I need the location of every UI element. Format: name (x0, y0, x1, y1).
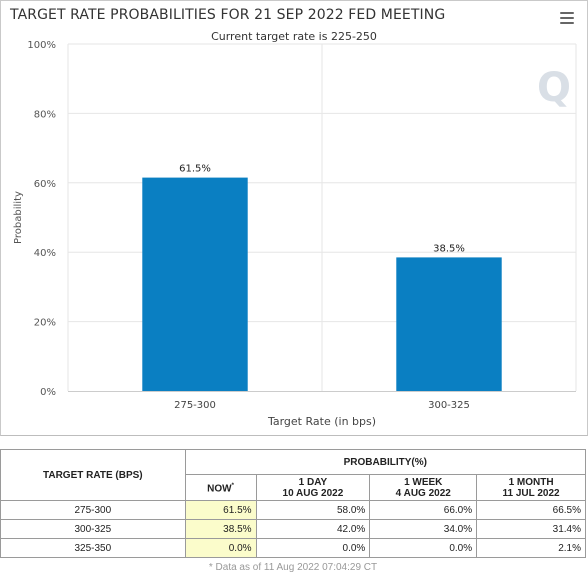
probability-table: TARGET RATE (BPS) PROBABILITY(%) NOW* 1 … (0, 449, 587, 576)
probability-header: PROBABILITY(%) (184, 449, 587, 475)
one-week-header: 1 WEEK 4 AUG 2022 (369, 474, 478, 501)
table-row: 300-325 38.5% 42.0% 34.0% 31.4% (0, 519, 586, 539)
one-week-cell: 66.0% (369, 500, 478, 520)
now-header: NOW* (184, 474, 257, 501)
one-month-cell: 66.5% (476, 500, 586, 520)
y-axis-title: Probability (13, 191, 24, 244)
now-cell: 38.5% (184, 519, 257, 539)
bar-data-label: 61.5% (179, 164, 211, 175)
y-tick-label: 40% (34, 248, 56, 259)
chart-subtitle: Current target rate is 225-250 (211, 30, 377, 43)
y-tick-label: 60% (34, 179, 56, 190)
target-rate-header: TARGET RATE (BPS) (0, 449, 186, 501)
hamburger-menu-icon[interactable] (560, 12, 574, 24)
data-timestamp-note: * Data as of 11 Aug 2022 07:04:29 CT (0, 557, 586, 576)
one-day-cell: 0.0% (255, 538, 371, 558)
one-week-cell: 0.0% (369, 538, 478, 558)
rate-cell: 275-300 (0, 500, 186, 520)
rate-cell: 300-325 (0, 519, 186, 539)
bar-chart: Current target rate is 225-250 0% 20% 40% 60… (13, 30, 577, 428)
one-week-cell: 34.0% (369, 519, 478, 539)
bar-data-label: 38.5% (433, 243, 465, 254)
one-month-cell: 2.1% (476, 538, 586, 558)
one-month-header: 1 MONTH 11 JUL 2022 (476, 474, 586, 501)
chart-title: TARGET RATE PROBABILITIES FOR 21 SEP 202… (10, 7, 446, 23)
y-tick-label: 20% (34, 318, 56, 329)
one-day-header: 1 DAY 10 AUG 2022 (255, 474, 371, 501)
x-tick-label: 300-325 (428, 400, 470, 411)
chart-panel: TARGET RATE PROBABILITIES FOR 21 SEP 202… (0, 0, 588, 436)
x-tick-label: 275-300 (174, 400, 216, 411)
probability-table-container: TARGET RATE (BPS) PROBABILITY(%) NOW* 1 … (0, 449, 588, 576)
now-cell: 61.5% (184, 500, 257, 520)
watermark-logo: Q (537, 65, 571, 111)
y-tick-label: 0% (40, 387, 56, 398)
one-month-cell: 31.4% (476, 519, 586, 539)
y-tick-label: 80% (34, 109, 56, 120)
x-axis-title: Target Rate (in bps) (267, 415, 376, 428)
one-day-cell: 58.0% (255, 500, 371, 520)
bar (396, 257, 502, 391)
y-tick-label: 100% (27, 40, 56, 51)
rate-cell: 325-350 (0, 538, 186, 558)
table-row: 275-300 61.5% 58.0% 66.0% 66.5% (0, 500, 586, 520)
table-row: 325-350 0.0% 0.0% 0.0% 2.1% (0, 538, 586, 558)
bar (142, 177, 248, 391)
now-cell: 0.0% (184, 538, 257, 558)
one-day-cell: 42.0% (255, 519, 371, 539)
